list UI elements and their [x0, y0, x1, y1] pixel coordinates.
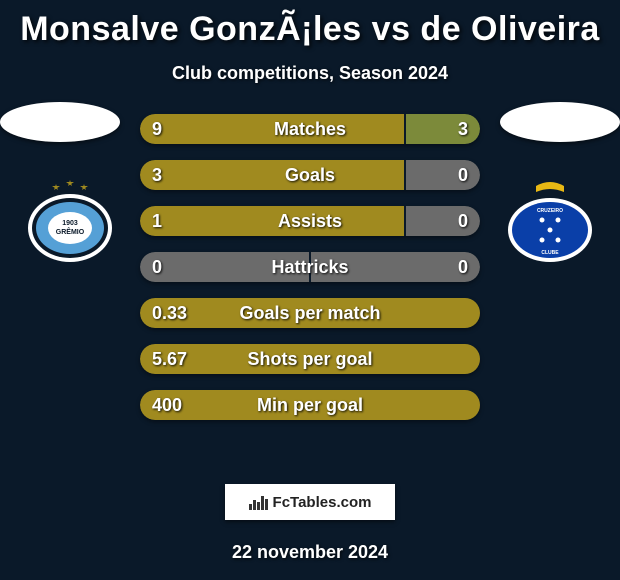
- bar-value-left: 0: [152, 252, 162, 282]
- stat-bar: Goals per match0.33: [140, 298, 480, 328]
- gremio-badge-icon: 1903 GRÊMIO: [20, 178, 120, 262]
- bar-label: Assists: [140, 206, 480, 236]
- bar-value-left: 9: [152, 114, 162, 144]
- bar-value-right: 0: [458, 206, 468, 236]
- bar-label: Goals per match: [140, 298, 480, 328]
- bar-value-right: 0: [458, 252, 468, 282]
- bar-value-left: 5.67: [152, 344, 187, 374]
- bar-label: Hattricks: [140, 252, 480, 282]
- bar-label: Shots per goal: [140, 344, 480, 374]
- bar-value-left: 400: [152, 390, 182, 420]
- svg-text:CRUZEIRO: CRUZEIRO: [537, 208, 563, 214]
- watermark-text: FcTables.com: [273, 494, 372, 511]
- cruzeiro-badge-icon: CRUZEIRO CLUBE: [500, 178, 600, 262]
- svg-text:1903: 1903: [62, 220, 78, 227]
- bar-value-left: 1: [152, 206, 162, 236]
- bar-label: Goals: [140, 160, 480, 190]
- bars-container: Matches93Goals30Assists10Hattricks00Goal…: [140, 114, 480, 436]
- stat-bar: Shots per goal5.67: [140, 344, 480, 374]
- club-logo-right: CRUZEIRO CLUBE: [500, 178, 600, 262]
- svg-text:CLUBE: CLUBE: [541, 250, 559, 256]
- page-title: Monsalve GonzÃ¡les vs de Oliveira: [0, 0, 620, 49]
- club-logo-left: 1903 GRÊMIO: [20, 178, 120, 262]
- bar-value-left: 0.33: [152, 298, 187, 328]
- stat-bar: Hattricks0 0: [140, 252, 480, 282]
- comparison-panel: 1903 GRÊMIO CRUZEIRO CLUBE Matches93Goal…: [0, 114, 620, 454]
- bar-value-left: 3: [152, 160, 162, 190]
- stat-bar: Assists1 0: [140, 206, 480, 236]
- bar-value-right: 0: [458, 160, 468, 190]
- bar-label: Min per goal: [140, 390, 480, 420]
- stat-bar: Matches9 3: [140, 114, 480, 144]
- stat-bar: Min per goal400: [140, 390, 480, 420]
- bar-label: Matches: [140, 114, 480, 144]
- watermark-box: FcTables.com: [225, 484, 395, 520]
- shadow-ellipse-left: [0, 102, 120, 142]
- stat-bar: Goals3 0: [140, 160, 480, 190]
- bar-value-right: 3: [458, 114, 468, 144]
- page-subtitle: Club competitions, Season 2024: [0, 63, 620, 84]
- svg-text:GRÊMIO: GRÊMIO: [56, 227, 85, 236]
- date-text: 22 november 2024: [0, 542, 620, 563]
- shadow-ellipse-right: [500, 102, 620, 142]
- bar-chart-icon: [249, 494, 269, 510]
